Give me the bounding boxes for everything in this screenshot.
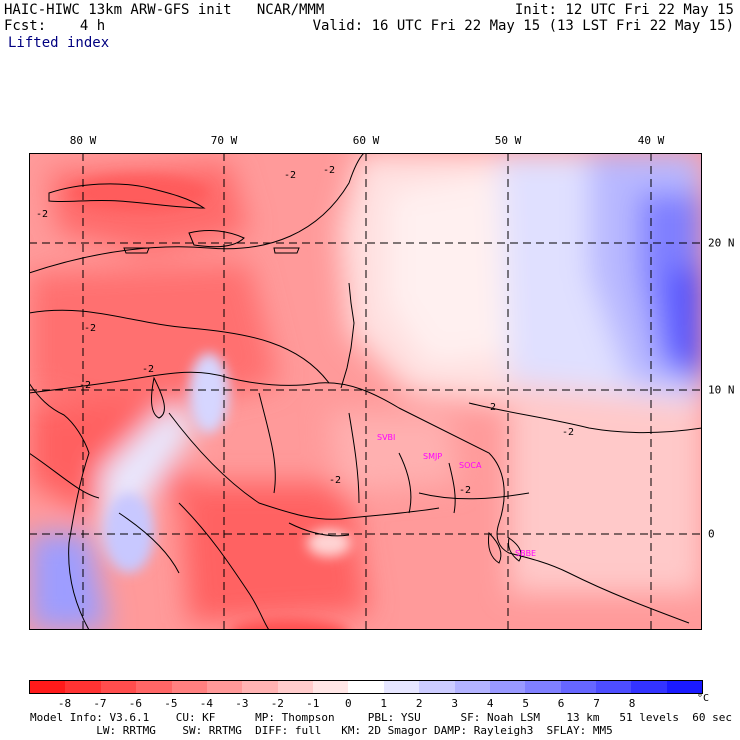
colorbar-tick-label: 0 (344, 697, 352, 710)
station-soca: SOCA (459, 461, 482, 470)
lon-label: 80 W (69, 134, 97, 147)
colorbar-tick-label: 5 (522, 697, 529, 710)
colorbar-segment (277, 681, 313, 693)
lat-lon-grid (29, 153, 702, 630)
colorbar (29, 680, 703, 694)
colorbar-segment (65, 681, 101, 693)
colorbar-segment (206, 681, 243, 693)
contour-label: -2 (484, 402, 496, 413)
colorbar-tick-label: 4 (486, 697, 494, 710)
lon-label: 70 W (210, 134, 238, 147)
contour-label: -2 (329, 475, 341, 486)
contour-lines (29, 153, 702, 537)
lon-label: 40 W (637, 134, 665, 147)
colorbar-segment (100, 681, 137, 693)
model-title: HAIC-HIWC 13km ARW-GFS init NCAR/MMM (4, 2, 325, 18)
map-frame (29, 153, 702, 630)
colorbar-segment (419, 681, 455, 693)
lon-label: 50 W (494, 134, 522, 147)
colorbar-tick-label: -2 (270, 697, 284, 710)
station-smjp: SMJP (423, 452, 442, 461)
colorbar-segment (348, 681, 384, 693)
colorbar-tick-label: -1 (306, 697, 320, 710)
colorbar-segment (560, 681, 596, 693)
colorbar-segment (383, 681, 420, 693)
colorbar-segment (30, 681, 66, 693)
colorbar-segment (596, 681, 632, 693)
contour-label: -2 (79, 380, 91, 391)
colorbar-tick-label: 8 (628, 697, 636, 710)
forecast-hour: Fcst: 4 h (4, 18, 106, 34)
colorbar-tick-label: -5 (164, 697, 178, 710)
contour-label: -2 (284, 170, 296, 181)
contour-label: -2 (323, 165, 335, 176)
valid-time: Valid: 16 UTC Fri 22 May 15 (13 LST Fri … (312, 18, 734, 34)
contour-label-group: -2 -2 -2 -2 -2 -2 -2 -2 -2 -2 (36, 165, 574, 496)
colorbar-segment (631, 681, 667, 693)
lon-label: 60 W (352, 134, 380, 147)
station-label-group: SVBI SMJP SOCA SBBE (377, 433, 536, 558)
colorbar-segment (489, 681, 526, 693)
station-svbi: SVBI (377, 433, 395, 442)
field-detail (69, 175, 351, 630)
contour-label: -2 (142, 364, 154, 375)
colorbar-segment (313, 681, 349, 693)
colorbar-segment (171, 681, 207, 693)
colorbar-tick-label: 7 (593, 697, 600, 710)
field-shading (29, 153, 702, 630)
colorbar-tick-label: -4 (199, 697, 213, 710)
colorbar-tick-label: -6 (128, 697, 143, 710)
model-info-line1: Model Info: V3.6.1 CU: KF MP: Thompson P… (30, 711, 732, 724)
colorbar-tick-label: -3 (235, 697, 249, 710)
init-time: Init: 12 UTC Fri 22 May 15 (514, 2, 734, 18)
colorbar-segment (136, 681, 172, 693)
contour-label: -2 (562, 427, 574, 438)
model-info-line2: LW: RRTMG SW: RRTMG DIFF: full KM: 2D Sm… (30, 724, 613, 737)
colorbar-unit: °C (697, 693, 710, 704)
colorbar-tick-label: -7 (93, 697, 107, 710)
lat-label: 10 N (708, 383, 735, 397)
field-name: Lifted index (8, 35, 110, 51)
colorbar-tick-label: 6 (557, 697, 565, 710)
colorbar-tick-label: 1 (380, 697, 388, 710)
colorbar-tick-label: 3 (451, 697, 458, 710)
colorbar-segment (242, 681, 278, 693)
contour-label: -2 (459, 485, 471, 496)
colorbar-segment (525, 681, 561, 693)
coastlines (29, 183, 690, 630)
station-sbbe: SBBE (515, 549, 536, 558)
contour-label: -2 (84, 323, 96, 334)
lifted-index-map: -2 -2 -2 -2 -2 -2 -2 -2 -2 -2 SVBI SMJP … (29, 153, 702, 630)
colorbar-segment (454, 681, 490, 693)
lat-label: 0 (708, 527, 715, 541)
contour-label: -2 (36, 209, 48, 220)
colorbar-tick-label: -8 (57, 697, 72, 710)
colorbar-tick-label: 2 (415, 697, 423, 710)
colorbar-segment (666, 681, 703, 693)
lat-label: 20 N (708, 236, 735, 250)
